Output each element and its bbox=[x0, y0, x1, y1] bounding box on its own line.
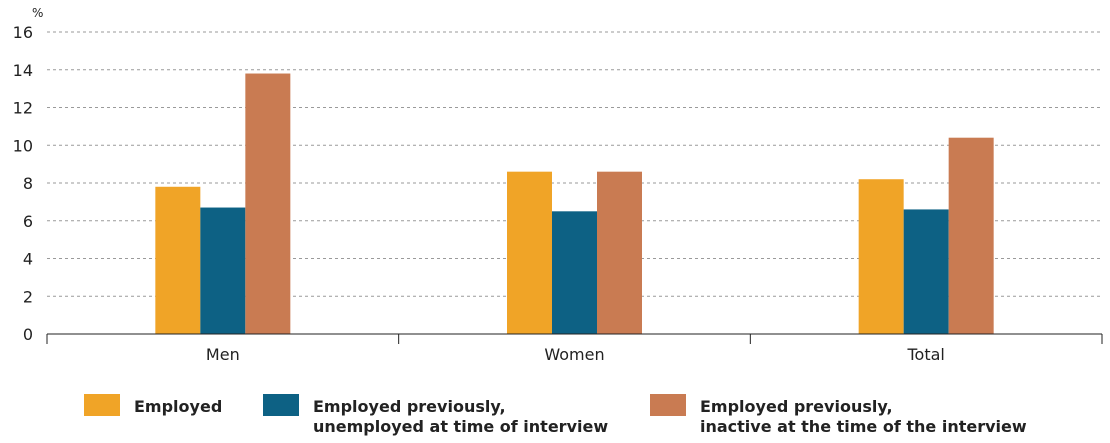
bar-women-series-2 bbox=[552, 211, 597, 334]
y-tick-label: 12 bbox=[13, 99, 33, 118]
bar-total-series-2 bbox=[903, 209, 949, 334]
bar-men-series-1 bbox=[155, 186, 201, 334]
legend-label-line: Employed bbox=[134, 397, 223, 416]
x-category-label: Men bbox=[206, 345, 240, 364]
y-tick-label: 10 bbox=[13, 136, 33, 155]
y-axis-unit-label: % bbox=[32, 6, 43, 20]
legend-swatch bbox=[650, 394, 686, 416]
legend-label: Employed previously, inactive at the tim… bbox=[700, 397, 1027, 437]
y-tick-label: 2 bbox=[23, 287, 33, 306]
legend-item-inactive: Employed previously, inactive at the tim… bbox=[650, 394, 1027, 437]
legend-label-line: inactive at the time of the interview bbox=[700, 417, 1027, 436]
y-tick-label: 0 bbox=[23, 325, 33, 344]
bars bbox=[155, 73, 994, 335]
legend-label: Employed previously, unemployed at time … bbox=[313, 397, 608, 437]
y-tick-label: 6 bbox=[23, 212, 33, 231]
axes: 0 2 4 6 8 10 12 14 16 Men Women Total bbox=[13, 23, 1103, 364]
bar-total-series-3 bbox=[948, 137, 994, 334]
x-category-label: Women bbox=[544, 345, 604, 364]
y-tick-label: 14 bbox=[13, 61, 33, 80]
legend-item-unemployed: Employed previously, unemployed at time … bbox=[263, 394, 608, 437]
bar-women-series-3 bbox=[597, 171, 642, 334]
legend-label-line: Employed previously, bbox=[700, 397, 893, 416]
legend: Employed Employed previously, unemployed… bbox=[0, 394, 1110, 443]
bar-men-series-2 bbox=[200, 207, 246, 334]
y-tick-label: 8 bbox=[23, 174, 33, 193]
y-tick-label: 16 bbox=[13, 23, 33, 42]
legend-swatch bbox=[263, 394, 299, 416]
legend-label-line: Employed previously, bbox=[313, 397, 506, 416]
legend-label-line: unemployed at time of interview bbox=[313, 417, 609, 436]
bar-men-series-3 bbox=[245, 73, 291, 335]
legend-item-employed: Employed bbox=[84, 394, 222, 417]
legend-swatch bbox=[84, 394, 120, 416]
y-tick-label: 4 bbox=[23, 250, 33, 269]
bar-total-series-1 bbox=[858, 179, 904, 334]
x-category-label: Total bbox=[906, 345, 944, 364]
legend-label: Employed bbox=[134, 397, 222, 417]
bar-women-series-1 bbox=[507, 171, 552, 334]
